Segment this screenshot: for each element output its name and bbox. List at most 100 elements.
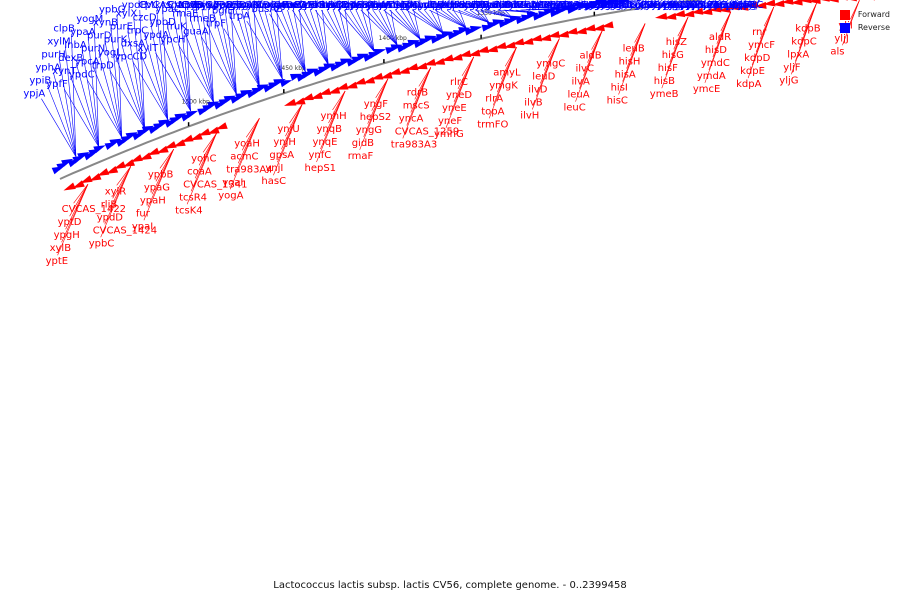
forward-gene-label: ymdC <box>701 58 730 69</box>
forward-label-leader <box>375 78 389 98</box>
reverse-gene-label: ynbD <box>487 0 514 11</box>
forward-gene-label: yneD <box>446 90 472 101</box>
reverse-gene-label: fruK <box>166 22 187 33</box>
forward-label-leader <box>747 6 774 79</box>
reverse-label-leader <box>304 9 329 65</box>
reverse-gene-label: panE <box>452 0 477 11</box>
reverse-label-leader <box>452 9 467 29</box>
figure-caption: Lactococcus lactis subsp. lactis CV56, c… <box>273 580 627 591</box>
forward-gene-arrow <box>293 97 306 105</box>
forward-gene-arrow <box>821 0 830 2</box>
forward-gene-label: ymeB <box>650 89 679 100</box>
reverse-label-leader <box>504 9 513 18</box>
reverse-gene-label: ynfD <box>247 0 271 11</box>
reverse-label-leader <box>389 9 421 40</box>
reverse-label-leader <box>344 9 352 59</box>
reverse-label-leader <box>252 9 283 80</box>
forward-label-leader <box>159 149 174 169</box>
forward-gene-label: trmFO <box>477 119 508 130</box>
forward-label-leader <box>289 104 303 124</box>
reverse-label-leader <box>322 9 329 65</box>
reverse-gene-label: ynaE <box>531 0 556 11</box>
reverse-label-leader <box>612 0 624 11</box>
reverse-label-leader <box>361 9 375 52</box>
reverse-gene-label: ypcCD <box>115 52 148 63</box>
forward-gene-label: hisI <box>611 83 628 94</box>
reverse-gene-label: ynfG <box>355 0 379 11</box>
forward-gene-arrow <box>468 49 481 57</box>
forward-gene-arrow <box>485 45 499 53</box>
forward-gene-label: hisC <box>607 96 628 107</box>
reverse-gene-label: dltA <box>533 0 553 11</box>
reverse-gene-label: pi301 <box>327 0 355 11</box>
reverse-gene-label: ynjF <box>201 0 222 11</box>
reverse-gene-label: ypbG <box>99 5 125 16</box>
reverse-gene-label: ynjD <box>224 0 247 11</box>
reverse-gene-label: bcaT <box>457 0 482 11</box>
forward-gene-label: ypbC <box>89 238 115 249</box>
reverse-label-leader <box>521 9 535 14</box>
forward-gene-label: rliB <box>101 199 118 210</box>
forward-gene-arrow <box>181 134 194 143</box>
reverse-gene-label: ymgH <box>589 0 619 11</box>
forward-gene-arrow <box>655 12 668 20</box>
forward-gene-arrow <box>458 50 472 57</box>
legend-item-reverse: Reverse <box>839 21 890 34</box>
reverse-label-leader <box>287 9 306 72</box>
reverse-gene-label: guaA <box>183 26 209 37</box>
forward-gene-label: leuA <box>568 90 590 101</box>
reverse-gene-label: ptk <box>145 0 161 11</box>
reverse-label-leader <box>446 9 467 29</box>
reverse-gene-label: ypaD <box>207 0 233 11</box>
reverse-gene-label: pyrZ <box>372 0 395 11</box>
reverse-gene-label: clpB <box>53 24 75 35</box>
reverse-label-leader <box>332 9 352 59</box>
reverse-gene-label: gadC <box>411 0 437 11</box>
reverse-gene-label: ymgG <box>600 0 630 11</box>
reverse-label-leader <box>589 0 604 11</box>
forward-gene-label: tra983A4 <box>226 164 272 175</box>
forward-gene-arrow <box>512 38 525 46</box>
forward-gene-arrow <box>682 10 695 18</box>
reverse-label-leader <box>184 31 214 103</box>
reverse-gene-label: bmpA <box>258 0 287 11</box>
reverse-gene-label: gltD <box>549 0 570 11</box>
forward-gene-arrow <box>345 81 358 89</box>
reverse-gene-label: purS <box>720 0 743 11</box>
reverse-label-leader <box>572 0 604 11</box>
reverse-label-leader <box>726 0 733 11</box>
reverse-gene-label: yogM <box>76 14 103 25</box>
forward-gene-arrow <box>799 0 812 4</box>
reverse-label-leader <box>104 40 123 138</box>
reverse-label-leader <box>133 18 145 129</box>
reverse-label-leader <box>162 9 168 120</box>
forward-label-leader <box>332 90 346 111</box>
reverse-gene-label: purK <box>104 34 128 45</box>
forward-gene-arrow <box>808 0 821 4</box>
forward-gene-arrow <box>772 0 785 8</box>
forward-gene-label: acmC <box>230 151 258 162</box>
forward-label-leader <box>100 166 132 238</box>
forward-gene-arrow <box>327 86 341 94</box>
reverse-gene-label: ynjC <box>241 0 263 11</box>
reverse-label-leader <box>69 75 100 148</box>
forward-swatch-icon <box>839 9 850 20</box>
reverse-label-leader <box>652 0 663 11</box>
reverse-label-leader <box>202 9 214 103</box>
reverse-label-leader <box>41 98 77 157</box>
reverse-gene-label: ynbE <box>475 0 500 11</box>
forward-gene-label: rnr <box>752 27 767 38</box>
reverse-gene-label: purD <box>87 31 112 42</box>
forward-label-leader <box>155 149 174 182</box>
reverse-gene-label: ceo <box>624 0 642 11</box>
reverse-label-leader <box>720 0 729 11</box>
reverse-gene-label: busR <box>253 0 278 11</box>
reverse-gene-label: thiD1 <box>492 0 519 11</box>
forward-gene-label: ymhG <box>434 129 464 140</box>
reverse-gene-label: arsD <box>458 0 481 11</box>
reverse-gene-label: ynfH <box>434 0 457 11</box>
legend-reverse-label: Reverse <box>857 23 890 32</box>
reverse-gene-label: purE <box>110 21 133 32</box>
reverse-gene-label: yqaD <box>662 0 688 11</box>
